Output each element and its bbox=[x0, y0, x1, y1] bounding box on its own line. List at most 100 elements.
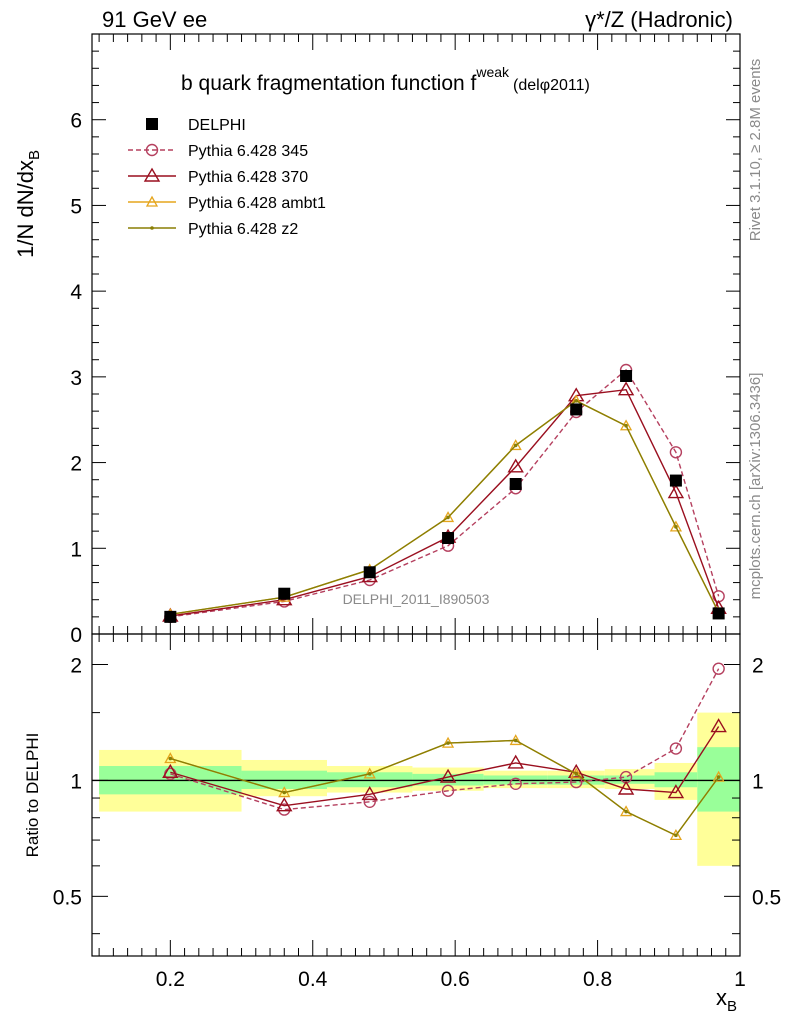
point-delphi-1 bbox=[278, 587, 291, 600]
x-axis-title-text: x bbox=[716, 985, 727, 1010]
legend-label-delphi: DELPHI bbox=[188, 117, 246, 134]
svg-text:1/N dN/dxB: 1/N dN/dxB bbox=[13, 150, 43, 258]
point-pythia-6-428-370-7 bbox=[667, 484, 685, 499]
point-ratio-pythia-6-428-ambt1-5 bbox=[570, 767, 583, 779]
band-inner-3 bbox=[412, 773, 484, 786]
ratio-y-tick-label-right-2: 2 bbox=[752, 654, 764, 677]
point-pythia-6-428-z2-7 bbox=[674, 525, 678, 529]
point-ratio-pythia-6-428-370-2 bbox=[361, 785, 378, 801]
legend-marker-pythia-6-428-ambt1 bbox=[145, 195, 159, 207]
series-line-pythia-6-428-z2 bbox=[170, 400, 720, 615]
point-ratio-pythia-6-428-ambt1-6 bbox=[619, 805, 633, 817]
main-y-tick-label-0: 0 bbox=[70, 624, 82, 647]
point-ratio-pythia-6-428-345-8 bbox=[712, 662, 725, 675]
series-line-pythia-6-428-ambt1 bbox=[170, 400, 720, 615]
legend-marker-pythia-6-428-z2 bbox=[150, 226, 154, 230]
point-delphi-7 bbox=[669, 474, 682, 487]
point-ratio-pythia-6-428-370-3 bbox=[439, 768, 457, 783]
x-tick-label-0.8: 0.8 bbox=[583, 968, 612, 991]
point-ratio-pythia-6-428-z2-1 bbox=[282, 790, 287, 795]
point-delphi-3 bbox=[442, 532, 455, 544]
point-ratio-pythia-6-428-345-1 bbox=[278, 803, 291, 816]
point-ratio-pythia-6-428-370-6 bbox=[617, 780, 635, 795]
point-pythia-6-428-370-6 bbox=[617, 381, 635, 396]
legend-label-pythia-6-428-ambt1: Pythia 6.428 ambt1 bbox=[188, 195, 326, 212]
point-ratio-pythia-6-428-ambt1-8 bbox=[712, 770, 725, 782]
series-line-ratio-pythia-6-428-345 bbox=[170, 668, 720, 811]
legend-label-pythia-6-428-z2: Pythia 6.428 z2 bbox=[188, 221, 298, 238]
main-y-tick-label-3: 3 bbox=[70, 367, 82, 390]
point-pythia-6-428-z2-6 bbox=[624, 423, 628, 428]
plot-title: b quark fragmentation function fweak(del… bbox=[181, 64, 590, 95]
plot-title-sup: weak bbox=[475, 64, 510, 80]
main-y-tick-label-5: 5 bbox=[70, 195, 82, 218]
point-delphi-6 bbox=[620, 370, 633, 382]
point-delphi-4 bbox=[509, 478, 522, 490]
point-ratio-pythia-6-428-370-1 bbox=[276, 797, 293, 812]
point-pythia-6-428-z2-3 bbox=[446, 515, 450, 520]
legend-label-pythia-6-428-370: Pythia 6.428 370 bbox=[188, 169, 308, 186]
point-ratio-pythia-6-428-345-4 bbox=[509, 777, 522, 790]
x-axis-title-sub: B bbox=[727, 998, 737, 1015]
point-ratio-pythia-6-428-345-2 bbox=[363, 795, 376, 808]
point-ratio-pythia-6-428-z2-8 bbox=[716, 775, 721, 779]
y-axis-title-sub: B bbox=[26, 150, 43, 160]
series-line-pythia-6-428-345 bbox=[170, 368, 720, 618]
point-pythia-6-428-ambt1-4 bbox=[509, 439, 522, 451]
band-inner-6 bbox=[604, 775, 655, 784]
x-tick-label-1: 1 bbox=[734, 968, 746, 991]
x-tick-label-0.4: 0.4 bbox=[298, 968, 328, 991]
analysis-watermark: DELPHI_2011_I890503 bbox=[343, 591, 490, 607]
ratio-plot-frame bbox=[91, 633, 741, 957]
axis-ticks: 0 1 2 3 4 5 6 0.2 0.4 0.6 0.8 1 0.5 0.5 1 1 2 2 bbox=[53, 33, 781, 991]
legend-marker-pythia-6-428-370 bbox=[143, 167, 161, 182]
mcplots-label: mcplots.cern.ch [arXiv:1306.3436] bbox=[747, 373, 764, 600]
main-series-group bbox=[162, 363, 727, 624]
point-delphi-2 bbox=[363, 566, 376, 579]
point-ratio-pythia-6-428-370-7 bbox=[667, 784, 685, 799]
x-tick-label-0.6: 0.6 bbox=[441, 968, 470, 991]
main-y-tick-label-1: 1 bbox=[70, 538, 82, 561]
series-line-ratio-pythia-6-428-370 bbox=[170, 726, 720, 807]
ratio-y-tick-label-2: 2 bbox=[70, 654, 82, 677]
point-ratio-pythia-6-428-z2-3 bbox=[446, 741, 450, 745]
point-delphi-0 bbox=[164, 610, 177, 623]
ratio-y-tick-label-1: 1 bbox=[70, 770, 82, 793]
point-pythia-6-428-z2-4 bbox=[513, 443, 518, 448]
ratio-series-group bbox=[162, 662, 727, 841]
point-pythia-6-428-370-4 bbox=[507, 458, 524, 473]
ratio-y-tick-label-right-1: 1 bbox=[752, 770, 764, 793]
point-delphi-5 bbox=[570, 403, 583, 416]
point-pythia-6-428-z2-5 bbox=[574, 399, 579, 403]
header-energy: 91 GeV ee bbox=[102, 7, 207, 32]
x-tick-label-0.2: 0.2 bbox=[156, 968, 185, 991]
x-axis-title: xB bbox=[716, 985, 737, 1015]
legend-label-pythia-6-428-345: Pythia 6.428 345 bbox=[188, 143, 308, 160]
point-ratio-pythia-6-428-370-0 bbox=[162, 763, 179, 778]
legend-marker-delphi bbox=[146, 118, 158, 130]
point-pythia-6-428-ambt1-3 bbox=[441, 511, 455, 523]
main-y-tick-label-2: 2 bbox=[70, 453, 82, 476]
ratio-y-tick-label-right-0.5: 0.5 bbox=[752, 886, 781, 909]
main-y-tick-label-4: 4 bbox=[70, 281, 82, 304]
point-pythia-6-428-ambt1-7 bbox=[669, 520, 683, 532]
header-process: γ*/Z (Hadronic) bbox=[585, 7, 733, 32]
point-ratio-pythia-6-428-z2-0 bbox=[168, 756, 173, 761]
y-axis-title-main: 1/N dN/dxB bbox=[13, 150, 43, 258]
axis-frames bbox=[91, 33, 741, 957]
main-y-tick-label-6: 6 bbox=[70, 110, 82, 133]
point-ratio-pythia-6-428-z2-5 bbox=[574, 772, 579, 776]
point-ratio-pythia-6-428-370-4 bbox=[507, 754, 524, 769]
y-axis-title-ratio: Ratio to DELPHI bbox=[23, 733, 42, 858]
legend: DELPHI Pythia 6.428 345 Pythia 6.428 370 Py… bbox=[128, 117, 326, 238]
point-ratio-pythia-6-428-ambt1-0 bbox=[164, 752, 177, 764]
legend-marker-pythia-6-428-345 bbox=[145, 143, 159, 157]
point-ratio-pythia-6-428-z2-2 bbox=[367, 772, 372, 776]
point-delphi-8 bbox=[712, 607, 725, 620]
point-pythia-6-428-345-7 bbox=[669, 446, 683, 459]
series-line-pythia-6-428-370 bbox=[170, 388, 720, 617]
point-ratio-pythia-6-428-z2-7 bbox=[674, 833, 678, 838]
point-ratio-pythia-6-428-z2-4 bbox=[513, 738, 518, 743]
ratio-y-tick-label-0.5: 0.5 bbox=[53, 886, 82, 909]
